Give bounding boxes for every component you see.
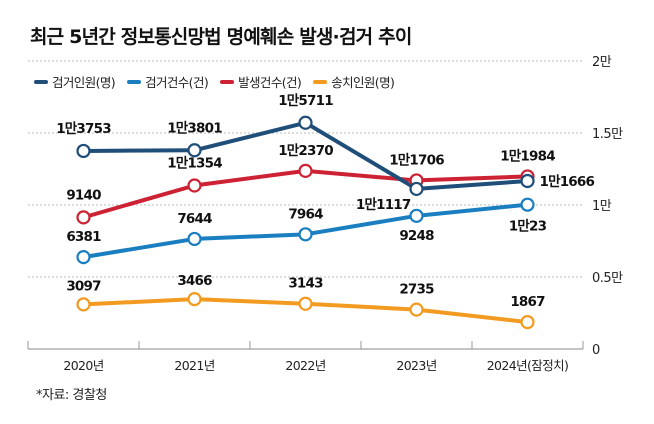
y-tick-label: 1만: [592, 199, 612, 214]
data-point-cleared-cases: [298, 227, 313, 242]
data-point-referred: [520, 315, 535, 330]
legend-label-cleared-cases: 검거건수(건): [145, 75, 209, 90]
data-label-referred: 3466: [177, 273, 212, 289]
data-point-occurrences: [76, 210, 91, 225]
data-label-cleared-cases: 6381: [66, 229, 101, 245]
y-tick-label: 1.5만: [592, 127, 623, 142]
data-point-referred: [76, 297, 91, 312]
data-label-arrests: 1만3801: [167, 120, 222, 136]
data-point-occurrences: [298, 163, 313, 178]
x-tick-label: 2020년: [63, 358, 103, 373]
data-label-referred: 3097: [66, 278, 101, 294]
data-label-arrests: 1만3753: [56, 121, 111, 137]
data-point-cleared-cases: [76, 250, 91, 265]
legend-swatch-referred: [313, 79, 328, 84]
data-label-occurrences: 1만2370: [278, 143, 333, 159]
data-point-arrests: [520, 173, 535, 189]
data-point-cleared-cases: [409, 208, 424, 223]
legend-swatch-arrests: [34, 79, 48, 84]
data-point-cleared-cases: [520, 197, 535, 212]
y-tick-label: 0: [592, 343, 600, 358]
data-label-referred: 3143: [288, 276, 323, 292]
data-label-cleared-cases: 7964: [288, 206, 323, 222]
data-point-cleared-cases: [187, 231, 202, 247]
data-label-cleared-cases: 7644: [177, 211, 212, 227]
legend-item-arrests: 검거인원(명): [34, 72, 116, 91]
chart-title: 최근 5년간 정보통신망법 명예훼손 발생·검거 추이: [30, 26, 412, 48]
data-label-occurrences: 1만1984: [500, 148, 555, 164]
data-label-arrests: 1만5711: [278, 93, 333, 109]
data-label-referred: 2735: [399, 282, 434, 298]
legend-swatch-occurrences: [220, 79, 235, 84]
x-tick-label: 2021년: [174, 358, 214, 373]
data-label-arrests: 1만1117: [356, 197, 411, 213]
data-point-referred: [187, 291, 202, 307]
data-point-arrests: [298, 115, 313, 130]
data-label-cleared-cases: 1만23: [509, 219, 547, 235]
data-label-occurrences: 9140: [66, 187, 101, 203]
x-tick-label: 2024년(잠정치): [487, 358, 569, 373]
data-label-cleared-cases: 9248: [399, 228, 434, 244]
data-point-referred: [298, 296, 313, 311]
data-point-referred: [409, 302, 424, 317]
data-label-occurrences: 1만1354: [167, 156, 222, 172]
data-point-occurrences: [187, 178, 202, 193]
x-tick-label: 2023년: [396, 358, 436, 373]
data-point-arrests: [409, 181, 424, 197]
legend-item-occurrences: 발생건수(건): [220, 72, 302, 91]
y-tick-label: 2만: [592, 55, 612, 70]
data-label-arrests: 1만1666: [540, 174, 595, 190]
legend-item-referred: 송치인원(명): [313, 72, 395, 91]
legend-label-referred: 송치인원(명): [331, 75, 395, 90]
legend-label-occurrences: 발생건수(건): [238, 75, 302, 90]
data-point-arrests: [187, 143, 202, 158]
data-label-occurrences: 1만1706: [389, 152, 444, 168]
data-point-arrests: [76, 143, 91, 159]
legend-label-arrests: 검거인원(명): [52, 75, 116, 90]
y-tick-label: 0.5만: [592, 271, 623, 286]
data-label-referred: 1867: [510, 294, 545, 310]
x-tick-label: 2022년: [285, 358, 325, 373]
legend-item-cleared-cases: 검거건수(건): [127, 72, 209, 91]
source-note: *자료: 경찰청: [36, 388, 107, 403]
legend-swatch-cleared-cases: [127, 79, 142, 84]
legend: 검거인원(명) 검거건수(건) 발생건수(건) 송치인원(명): [34, 72, 395, 91]
